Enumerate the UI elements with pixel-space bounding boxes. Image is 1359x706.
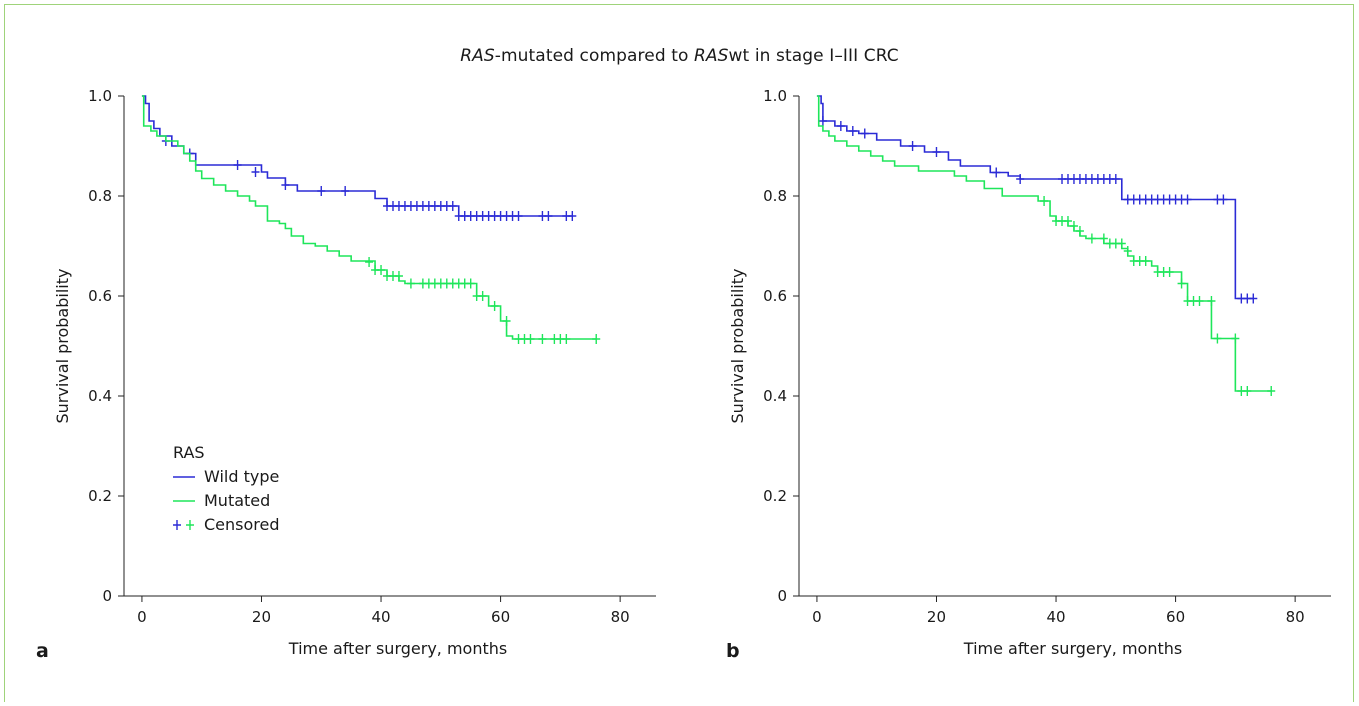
censor-mark-wild-type	[908, 141, 917, 151]
censor-mark-mutated	[502, 316, 511, 326]
title-middle: -mutated compared to	[494, 46, 694, 66]
censor-mark-wild-type	[544, 211, 553, 221]
legend-label-wild-type: Wild type	[204, 467, 279, 486]
legend-label-mutated: Mutated	[204, 491, 270, 510]
y-axis-label: Survival probability	[728, 269, 747, 424]
y-tick-label: 1.0	[763, 87, 787, 105]
x-tick-label: 0	[812, 608, 822, 626]
legend-censor-wild-type	[173, 520, 181, 530]
censor-mark-mutated	[1207, 296, 1216, 306]
censor-mark-wild-type	[251, 167, 260, 177]
panel-label-a: a	[36, 640, 49, 662]
censor-mark-mutated	[1213, 333, 1222, 344]
censor-mark-mutated	[1177, 278, 1186, 289]
y-axis-label: Survival probability	[53, 269, 72, 424]
censor-mark-mutated	[377, 265, 386, 275]
y-tick-label: 0.4	[88, 387, 112, 405]
censor-mark-mutated	[1075, 226, 1084, 236]
y-tick-label: 1.0	[88, 87, 112, 105]
censor-mark-mutated	[1087, 233, 1096, 244]
censor-mark-wild-type	[836, 121, 845, 131]
legend: RAS Wild type Mutated Censored	[173, 443, 280, 534]
censor-mark-wild-type	[848, 126, 857, 136]
censor-mark-mutated	[1231, 333, 1240, 344]
y-tick-label: 0.8	[88, 187, 112, 205]
censor-mark-mutated	[1195, 296, 1204, 306]
censor-mark-wild-type	[233, 160, 242, 170]
panel-label-b: b	[726, 640, 740, 662]
x-axis-label: Time after surgery, months	[288, 639, 507, 658]
title-italic-ras-2: RAS	[694, 46, 729, 66]
censor-mark-mutated	[1267, 386, 1276, 396]
x-tick-label: 80	[611, 608, 630, 626]
censor-mark-wild-type	[1016, 174, 1025, 184]
censor-mark-wild-type	[1219, 194, 1228, 205]
legend-title: RAS	[173, 443, 205, 462]
figure-title: RAS-mutated compared to RASwt in stage I…	[0, 46, 1359, 66]
y-tick-label: 0	[102, 587, 112, 605]
censor-mark-mutated	[1117, 238, 1126, 249]
survival-curve-wild-type	[141, 95, 573, 217]
censor-mark-mutated	[1063, 216, 1072, 226]
x-tick-label: 60	[491, 608, 510, 626]
y-tick-label: 0.6	[763, 287, 787, 305]
censor-mark-mutated	[490, 301, 499, 311]
censor-mark-wild-type	[341, 186, 350, 196]
censor-mark-wild-type	[1183, 194, 1192, 205]
censor-mark-wild-type	[568, 211, 577, 221]
censor-mark-wild-type	[514, 211, 523, 221]
censor-mark-wild-type	[1249, 293, 1258, 304]
x-tick-label: 80	[1286, 608, 1305, 626]
censor-mark-mutated	[1243, 386, 1252, 396]
x-tick-label: 40	[1046, 608, 1065, 626]
censor-mark-wild-type	[281, 180, 290, 190]
y-tick-label: 0.4	[763, 387, 787, 405]
legend-label-censored: Censored	[204, 515, 280, 534]
censor-mark-mutated	[365, 257, 374, 267]
chart-panel-b: 0 0.2 0.4 0.6 0.8 1.0 0 20 40 60 80 Time after surg…	[728, 87, 1331, 658]
censor-mark-mutated	[562, 334, 571, 344]
censor-mark-wild-type	[932, 147, 941, 157]
censor-mark-mutated	[1123, 246, 1132, 256]
censor-mark-mutated	[406, 278, 415, 289]
y-tick-label: 0.2	[88, 487, 112, 505]
x-tick-label: 40	[371, 608, 390, 626]
censor-mark-mutated	[1040, 196, 1049, 206]
y-tick-label: 0.6	[88, 287, 112, 305]
legend-censor-mutated	[186, 520, 194, 530]
censor-mark-mutated	[1099, 233, 1108, 244]
censor-mark-wild-type	[818, 116, 827, 126]
censor-mark-mutated	[478, 291, 487, 301]
censor-mark-mutated	[466, 278, 475, 289]
x-tick-label: 60	[1166, 608, 1185, 626]
x-tick-label: 20	[927, 608, 946, 626]
figure-frame	[4, 4, 1354, 702]
censor-mark-mutated	[526, 334, 535, 344]
x-tick-label: 20	[252, 608, 271, 626]
censor-mark-mutated	[592, 334, 601, 344]
y-tick-label: 0.8	[763, 187, 787, 205]
survival-curve-mutated	[141, 95, 597, 340]
censor-mark-wild-type	[1111, 174, 1120, 184]
title-italic-ras-1: RAS	[460, 46, 495, 66]
y-tick-label: 0	[777, 587, 787, 605]
chart-panel-a: 0 0.2 0.4 0.6 0.8 1.0 0 20 40 60 80 Time after surg…	[53, 87, 656, 658]
censor-mark-mutated	[394, 271, 403, 281]
censor-mark-wild-type	[860, 128, 869, 139]
censor-mark-mutated	[1069, 221, 1078, 231]
y-tick-label: 0.2	[763, 487, 787, 505]
title-end: wt in stage I–III CRC	[728, 46, 899, 66]
censor-mark-mutated	[1141, 256, 1150, 266]
censor-mark-mutated	[538, 334, 547, 344]
x-axis-label: Time after surgery, months	[963, 639, 1182, 658]
censor-mark-wild-type	[448, 201, 457, 211]
censor-mark-wild-type	[992, 167, 1001, 178]
survival-curve-mutated	[816, 95, 1272, 392]
censor-mark-wild-type	[317, 186, 326, 196]
censor-mark-mutated	[1165, 267, 1174, 277]
x-tick-label: 0	[137, 608, 147, 626]
